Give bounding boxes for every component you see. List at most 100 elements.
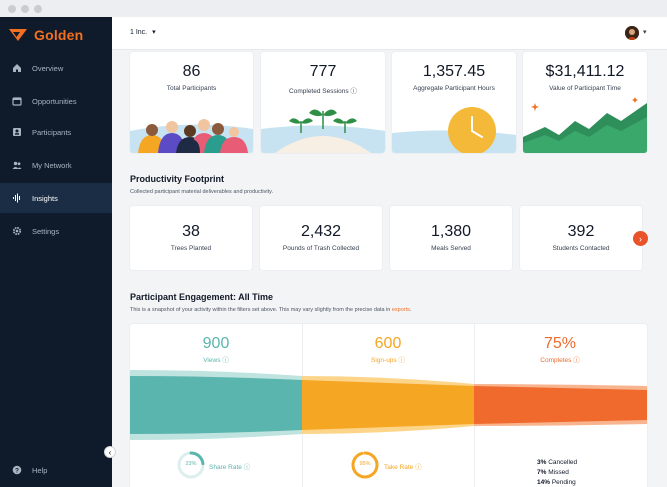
breakdown-label: Cancelled bbox=[548, 459, 578, 466]
chevron-left-icon: ‹ bbox=[108, 447, 112, 457]
sidebar-item-label: My Network bbox=[32, 160, 72, 170]
stat-label: Completed Sessions ⓘ bbox=[261, 85, 385, 95]
footprint-label: Students Contacted bbox=[552, 245, 610, 252]
stat-card-hours: 1,357.45 Aggregate Participant Hours bbox=[392, 52, 516, 153]
info-icon[interactable]: ⓘ bbox=[398, 357, 405, 364]
exports-link[interactable]: exports bbox=[391, 307, 410, 313]
stat-label: Value of Participant Time bbox=[549, 85, 621, 92]
calendar-icon bbox=[12, 97, 22, 106]
clock-illustration bbox=[392, 107, 516, 153]
engagement-title: Participant Engagement: All Time bbox=[130, 292, 274, 302]
share-rate-label-text: Share Rate bbox=[209, 464, 242, 471]
breakdown-pct: 7% bbox=[537, 469, 547, 476]
account-chevron-down-icon[interactable]: ▾ bbox=[643, 29, 647, 36]
footprint-label: Meals Served bbox=[431, 245, 471, 252]
sidebar-item-label: Overview bbox=[32, 63, 64, 73]
take-rate-label-text: Take Rate bbox=[384, 464, 414, 471]
info-icon[interactable]: ⓘ bbox=[350, 88, 357, 95]
footprint-subtitle: Collected participant material deliverab… bbox=[130, 189, 273, 195]
signups-label: Sign-ups ⓘ bbox=[302, 354, 474, 364]
sidebar-item-label: Participants bbox=[32, 127, 72, 137]
completes-label: Completes ⓘ bbox=[474, 354, 646, 364]
window-dot bbox=[21, 5, 29, 13]
info-icon[interactable]: ⓘ bbox=[222, 357, 229, 364]
window-dot bbox=[34, 5, 42, 13]
engagement-funnel bbox=[130, 370, 647, 440]
breakdown-item: 14% Pending bbox=[537, 478, 577, 487]
stat-label: Aggregate Participant Hours bbox=[413, 85, 495, 92]
sidebar-item-settings[interactable]: Settings bbox=[0, 216, 112, 246]
footprint-value: 392 bbox=[567, 223, 595, 240]
footprint-value: 38 bbox=[182, 223, 200, 240]
stat-label-text: Completed Sessions bbox=[289, 88, 349, 95]
sidebar-help-label: Help bbox=[32, 465, 48, 475]
participants-illustration bbox=[130, 119, 253, 153]
brand-name: Golden bbox=[34, 27, 84, 43]
svg-text:?: ? bbox=[15, 467, 19, 474]
breakdown-label: Pending bbox=[551, 479, 576, 486]
breakdown-pct: 14% bbox=[537, 479, 551, 486]
footprint-value: 1,380 bbox=[430, 223, 472, 240]
signups-label-text: Sign-ups bbox=[371, 357, 397, 364]
take-rate-value: 95% bbox=[359, 461, 371, 467]
footprint-label: Pounds of Trash Collected bbox=[282, 245, 360, 252]
sidebar-item-opportunities[interactable]: Opportunities bbox=[0, 86, 112, 116]
org-selector[interactable]: 1 Inc. ▾ bbox=[130, 28, 156, 37]
help-icon: ? bbox=[12, 465, 22, 475]
completes-label-text: Completes bbox=[540, 357, 572, 364]
growth-chart-illustration bbox=[523, 97, 647, 153]
breakdown-item: 7% Missed bbox=[537, 468, 577, 478]
info-icon[interactable]: ⓘ bbox=[243, 464, 251, 471]
engagement-subtitle: This is a snapshot of your activity with… bbox=[130, 307, 411, 313]
people-icon bbox=[12, 161, 22, 169]
window-titlebar bbox=[0, 0, 667, 17]
engagement-subtitle-text: This is a snapshot of your activity with… bbox=[130, 307, 392, 313]
stat-card-value: $31,411.12 Value of Participant Time bbox=[523, 52, 647, 153]
footprint-label: Trees Planted bbox=[170, 245, 212, 252]
take-rate-label: Take Rate ⓘ bbox=[384, 461, 422, 471]
sidebar-item-label: Insights bbox=[32, 193, 58, 203]
stat-value: $31,411.12 bbox=[545, 63, 625, 80]
brand-logo[interactable]: Golden bbox=[9, 25, 83, 45]
gear-icon bbox=[12, 226, 22, 236]
engagement-subtitle-end: . bbox=[409, 307, 412, 313]
sidebar-item-insights[interactable]: Insights bbox=[0, 183, 112, 213]
views-value: 900 bbox=[202, 335, 230, 352]
share-rate-value: 23% bbox=[185, 461, 197, 467]
stat-value: 777 bbox=[309, 63, 337, 80]
chevron-right-icon: › bbox=[639, 233, 642, 244]
id-card-icon bbox=[13, 128, 21, 136]
home-icon bbox=[13, 64, 21, 72]
sidebar-item-help[interactable]: ? Help bbox=[0, 455, 112, 485]
signups-value: 600 bbox=[374, 335, 402, 352]
user-avatar-icon bbox=[625, 26, 639, 40]
footprint-card-trees: 38 Trees Planted bbox=[130, 206, 252, 270]
info-icon[interactable]: ⓘ bbox=[415, 464, 422, 471]
sidebar-item-label: Settings bbox=[32, 226, 60, 236]
info-icon[interactable]: ⓘ bbox=[573, 357, 580, 364]
avatar[interactable] bbox=[625, 26, 639, 40]
completion-breakdown: 3% Cancelled 7% Missed 14% Pending bbox=[537, 458, 577, 487]
sidebar-item-my-network[interactable]: My Network bbox=[0, 150, 112, 180]
sidebar-item-overview[interactable]: Overview bbox=[0, 53, 112, 83]
sidebar-item-participants[interactable]: Participants bbox=[0, 117, 112, 147]
org-name: 1 Inc. bbox=[130, 28, 148, 36]
stat-label: Total Participants bbox=[166, 85, 217, 92]
waveform-icon bbox=[13, 193, 20, 203]
footprint-title: Productivity Footprint bbox=[130, 174, 224, 184]
sidebar: Golden Overview Opportunities Participan… bbox=[0, 17, 112, 487]
share-rate-ring bbox=[177, 451, 205, 479]
views-label-text: Views bbox=[203, 357, 221, 364]
views-label: Views ⓘ bbox=[130, 354, 302, 364]
collapse-sidebar-button[interactable]: ‹ bbox=[104, 446, 116, 458]
footprint-next-button[interactable]: › bbox=[633, 231, 648, 246]
engagement-panel: 900 Views ⓘ 600 Sign-ups ⓘ 75% Completes… bbox=[130, 324, 647, 487]
share-rate-label: Share Rate ⓘ bbox=[209, 461, 250, 471]
completes-value: 75% bbox=[543, 335, 577, 352]
stat-card-participants: 86 Total Participants bbox=[130, 52, 253, 153]
footprint-card-students: 392 Students Contacted bbox=[520, 206, 642, 270]
chevron-down-icon: ▾ bbox=[152, 29, 156, 36]
breakdown-label: Missed bbox=[548, 469, 569, 476]
breakdown-item: 3% Cancelled bbox=[537, 458, 577, 468]
golden-logo-icon bbox=[9, 29, 27, 41]
